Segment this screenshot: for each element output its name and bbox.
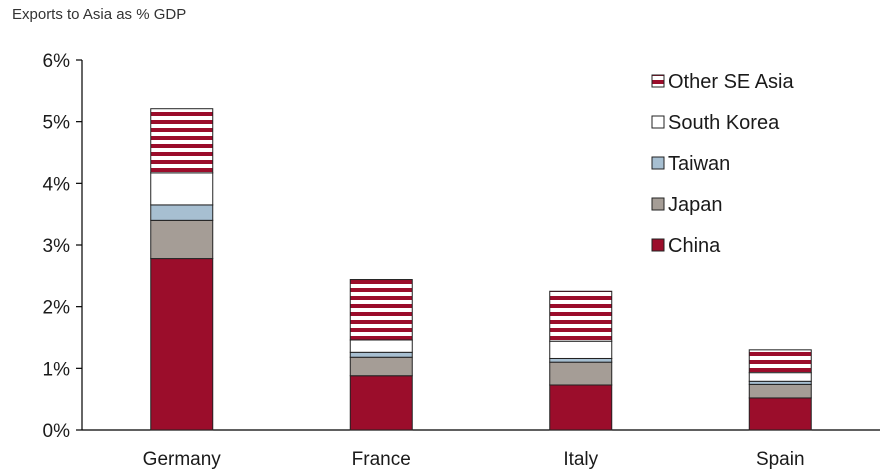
legend-label-taiwan: Taiwan [668, 153, 730, 175]
y-tick-label: 3% [43, 236, 71, 257]
bar-germany-japan [150, 219, 214, 260]
bar-france-japan [349, 356, 413, 377]
y-tick-label: 4% [43, 174, 71, 195]
legend-swatch-other-se-asia [651, 74, 665, 88]
bar-germany-other-se-asia [150, 108, 214, 174]
y-tick-label: 6% [43, 51, 71, 72]
bar-italy-china [549, 384, 613, 431]
legend-swatch-china [651, 238, 665, 252]
bar-spain-other-se-asia [748, 349, 812, 374]
legend-swatch-south-korea [651, 115, 665, 129]
legend-label-other-se-asia: Other SE Asia [668, 71, 794, 93]
bar-germany-south-korea [150, 172, 214, 206]
legend-swatch-japan [651, 197, 665, 211]
bar-spain-japan [748, 383, 812, 399]
bar-germany-china [150, 258, 214, 431]
bar-italy-japan [549, 361, 613, 386]
bar-france-south-korea [349, 339, 413, 353]
x-tick-label: Italy [563, 449, 598, 470]
chart-title: Exports to Asia as % GDP [12, 6, 187, 23]
y-tick-label: 0% [43, 421, 71, 442]
bar-italy-other-se-asia [549, 290, 613, 342]
bar-france-taiwan [349, 351, 413, 358]
y-tick-label: 1% [43, 359, 71, 380]
legend-label-japan: Japan [668, 194, 723, 216]
y-tick-label: 5% [43, 113, 71, 134]
bar-italy-taiwan [549, 357, 613, 363]
bar-spain-china [748, 397, 812, 431]
bar-germany-taiwan [150, 204, 214, 221]
bar-italy-south-korea [549, 340, 613, 359]
x-tick-label: Germany [143, 449, 222, 470]
legend-swatch-taiwan [651, 156, 665, 170]
legend-label-south-korea: South Korea [668, 112, 780, 134]
bar-spain-south-korea [748, 372, 812, 382]
bar-france-china [349, 375, 413, 431]
y-tick-label: 2% [43, 298, 71, 319]
legend-label-china: China [668, 235, 721, 257]
x-tick-label: Spain [756, 449, 805, 470]
bar-france-other-se-asia [349, 279, 413, 341]
x-tick-label: France [352, 449, 411, 470]
